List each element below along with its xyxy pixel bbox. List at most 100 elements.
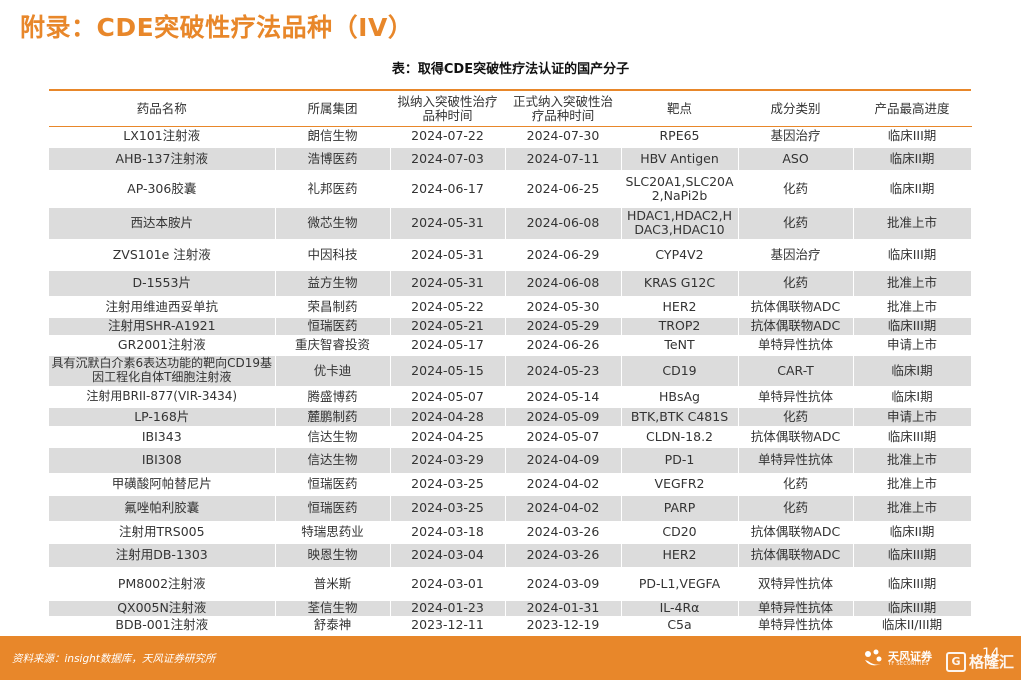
- cell-official-date: 2024-03-26: [505, 521, 622, 544]
- cell-category: 化药: [738, 406, 854, 428]
- cell-progress: 临床I期: [853, 354, 972, 388]
- cell-drug-name: 注射用BRII-877(VIR-3434): [49, 386, 276, 408]
- header-category: 成分类别: [738, 91, 854, 127]
- cell-progress: 批准上市: [853, 206, 972, 241]
- header-proposed-date: 拟纳入突破性治疗品种时间: [390, 91, 506, 127]
- cell-proposed-date: 2024-05-21: [390, 316, 506, 337]
- cell-official-date: 2024-05-29: [505, 316, 622, 337]
- table-row: 甲磺酸阿帕替尼片 恒瑞医药 2024-03-25 2024-04-02 VEGFR2 化药…: [49, 473, 972, 496]
- header-company: 所属集团: [275, 91, 391, 127]
- cell-official-date: 2024-03-09: [505, 567, 622, 601]
- cell-category: 双特异性抗体: [738, 567, 854, 601]
- cell-drug-name: 注射用SHR-A1921: [49, 316, 276, 337]
- cell-target: RPE65: [621, 126, 739, 148]
- cell-category: 抗体偶联物ADC: [738, 316, 854, 337]
- cell-category: 单特异性抗体: [738, 616, 854, 635]
- cell-proposed-date: 2024-05-07: [390, 386, 506, 408]
- cell-proposed-date: 2024-05-31: [390, 269, 506, 298]
- cell-progress: 临床III期: [853, 426, 972, 448]
- cell-company: 恒瑞医药: [275, 316, 391, 337]
- table-row: 注射用BRII-877(VIR-3434) 腾盛博药 2024-05-07 2024-…: [49, 386, 972, 408]
- cell-proposed-date: 2024-06-17: [390, 170, 506, 208]
- cell-official-date: 2024-06-08: [505, 206, 622, 241]
- header-target: 靶点: [621, 91, 739, 127]
- cell-progress: 批准上市: [853, 494, 972, 523]
- logo-text-cn: 天风证券: [888, 650, 932, 663]
- cell-drug-name: 注射用DB-1303: [49, 542, 276, 569]
- cell-drug-name: PM8002注射液: [49, 567, 276, 601]
- cell-drug-name: 注射用维迪西妥单抗: [49, 296, 276, 318]
- header-drug-name: 药品名称: [49, 91, 276, 127]
- gelonghui-watermark: G 格隆汇: [946, 651, 1014, 672]
- table-row: 具有沉默白介素6表达功能的靶向CD19基因工程化自体T细胞注射液 优卡迪 2024-…: [49, 354, 972, 388]
- cell-target: TeNT: [621, 335, 739, 356]
- cell-company: 麓鹏制药: [275, 406, 391, 428]
- cell-target: HBV Antigen: [621, 146, 739, 172]
- cell-target: KRAS G12C: [621, 269, 739, 298]
- table-row: 注射用DB-1303 映恩生物 2024-03-04 2024-03-26 HER2 抗体…: [49, 542, 972, 569]
- cell-target: IL-4Rα: [621, 599, 739, 618]
- cell-target: CD19: [621, 354, 739, 388]
- table-row: QX005N注射液 荃信生物 2024-01-23 2024-01-31 IL-4Rα 单…: [49, 599, 972, 618]
- cell-category: 基因治疗: [738, 126, 854, 148]
- tf-logo-icon: [865, 649, 882, 666]
- cell-category: 化药: [738, 170, 854, 208]
- cell-category: 化药: [738, 494, 854, 523]
- cell-official-date: 2024-07-11: [505, 146, 622, 172]
- cell-proposed-date: 2024-05-31: [390, 239, 506, 271]
- cell-company: 微芯生物: [275, 206, 391, 241]
- cell-official-date: 2023-12-19: [505, 616, 622, 635]
- cell-drug-name: ZVS101e 注射液: [49, 239, 276, 271]
- cell-category: 化药: [738, 206, 854, 241]
- cell-target: HDAC1,HDAC2,HDAC3,HDAC10: [621, 206, 739, 241]
- watermark-g-icon: G: [946, 651, 966, 672]
- cell-official-date: 2024-05-07: [505, 426, 622, 448]
- cell-drug-name: 具有沉默白介素6表达功能的靶向CD19基因工程化自体T细胞注射液: [49, 354, 276, 388]
- cell-target: CYP4V2: [621, 239, 739, 271]
- cell-progress: 临床III期: [853, 316, 972, 337]
- cell-target: CD20: [621, 521, 739, 544]
- tf-securities-logo: 天风证券 TF SECURITIES: [862, 645, 932, 673]
- cell-proposed-date: 2024-03-25: [390, 494, 506, 523]
- header-official-date: 正式纳入突破性治疗品种时间: [505, 91, 622, 127]
- cell-company: 中因科技: [275, 239, 391, 271]
- cell-category: 抗体偶联物ADC: [738, 521, 854, 544]
- cell-official-date: 2024-06-29: [505, 239, 622, 271]
- cell-drug-name: 甲磺酸阿帕替尼片: [49, 473, 276, 496]
- cell-proposed-date: 2024-03-04: [390, 542, 506, 569]
- cell-proposed-date: 2024-05-31: [390, 206, 506, 241]
- cell-progress: 临床II期: [853, 146, 972, 172]
- cell-target: PARP: [621, 494, 739, 523]
- cell-official-date: 2024-01-31: [505, 599, 622, 618]
- watermark-text: 格隆汇: [969, 653, 1015, 671]
- cell-progress: 临床III期: [853, 126, 972, 148]
- cell-official-date: 2024-06-25: [505, 170, 622, 208]
- cell-drug-name: LX101注射液: [49, 126, 276, 148]
- table-row: 氟唑帕利胶囊 恒瑞医药 2024-03-25 2024-04-02 PARP 化药 批准上市: [49, 494, 972, 523]
- cell-category: 化药: [738, 269, 854, 298]
- cell-proposed-date: 2024-05-22: [390, 296, 506, 318]
- cell-company: 重庆智睿投资: [275, 335, 391, 356]
- cell-proposed-date: 2024-07-22: [390, 126, 506, 148]
- cell-progress: 批准上市: [853, 296, 972, 318]
- logo-text-en: TF SECURITIES: [888, 661, 929, 667]
- table-row: 西达本胺片 微芯生物 2024-05-31 2024-06-08 HDAC1,HDAC2…: [49, 206, 972, 241]
- cell-drug-name: AHB-137注射液: [49, 146, 276, 172]
- table-row: 注射用SHR-A1921 恒瑞医药 2024-05-21 2024-05-29 TROP…: [49, 316, 972, 337]
- cell-target: HER2: [621, 296, 739, 318]
- table-row: 注射用维迪西妥单抗 荣昌制药 2024-05-22 2024-05-30 HER2 抗体偶…: [49, 296, 972, 318]
- cell-official-date: 2024-04-02: [505, 473, 622, 496]
- cell-proposed-date: 2024-04-25: [390, 426, 506, 448]
- cell-progress: 临床I期: [853, 386, 972, 408]
- cell-official-date: 2024-07-30: [505, 126, 622, 148]
- table-row: AP-306胶囊 礼邦医药 2024-06-17 2024-06-25 SLC20A1,…: [49, 170, 972, 208]
- cell-target: TROP2: [621, 316, 739, 337]
- cell-proposed-date: 2023-12-11: [390, 616, 506, 635]
- cell-drug-name: 注射用TRS005: [49, 521, 276, 544]
- cell-company: 信达生物: [275, 446, 391, 475]
- cell-category: 抗体偶联物ADC: [738, 296, 854, 318]
- cell-company: 荣昌制药: [275, 296, 391, 318]
- cell-drug-name: AP-306胶囊: [49, 170, 276, 208]
- cell-official-date: 2024-05-14: [505, 386, 622, 408]
- cell-drug-name: IBI343: [49, 426, 276, 448]
